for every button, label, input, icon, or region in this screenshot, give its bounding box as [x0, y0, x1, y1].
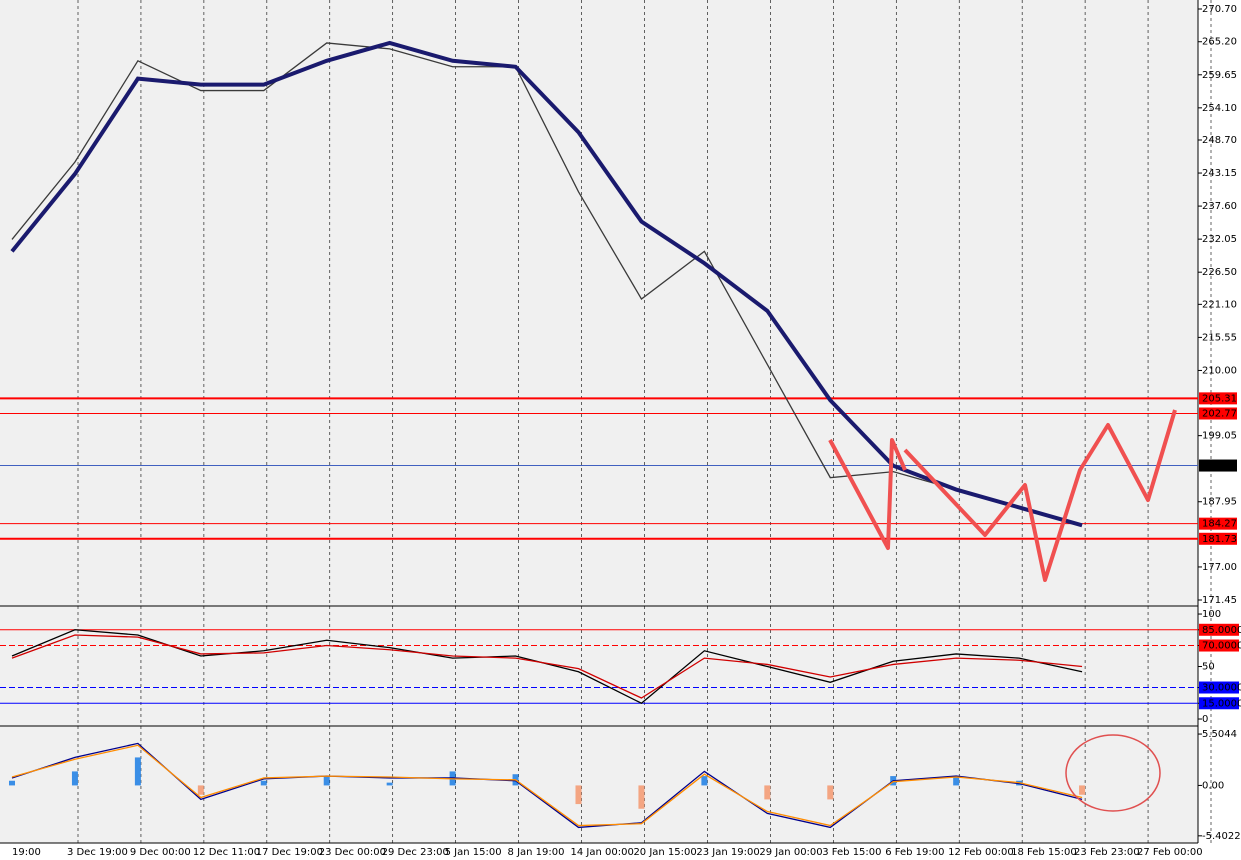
- y-tick-label: 5.5044: [1202, 729, 1237, 740]
- level-label-box: [1199, 407, 1237, 420]
- histogram-bar: [764, 785, 771, 800]
- annotation-arrow: [903, 409, 1177, 582]
- tick-label-box: [1199, 639, 1239, 652]
- annotation-circle: [1065, 734, 1161, 812]
- histogram-bar: [386, 782, 393, 786]
- level-label-box: [1199, 517, 1237, 530]
- y-tick-label: 30.0000: [1202, 683, 1241, 694]
- histogram-bar: [1079, 785, 1086, 795]
- tick-label-box: [1199, 681, 1239, 694]
- y-tick-label: 0.00: [1202, 780, 1224, 791]
- series-line: [11, 744, 1083, 827]
- x-tick-label: 9 Dec 00:00: [130, 847, 191, 858]
- level-label: 194.03: [1202, 461, 1237, 472]
- x-tick-label: 6 Feb 19:00: [885, 847, 944, 858]
- x-tick-label: 17 Dec 19:00: [256, 847, 323, 858]
- histogram-bar: [134, 757, 141, 786]
- x-tick-label: 14 Jan 00:00: [571, 847, 634, 858]
- histogram-bar: [953, 776, 960, 786]
- y-tick-label: 237.60: [1202, 201, 1237, 212]
- level-label-box: [1199, 459, 1237, 472]
- x-tick-label: 23 Dec 00:00: [319, 847, 386, 858]
- histogram-bar: [323, 776, 330, 786]
- y-tick-label: 221.10: [1202, 299, 1237, 310]
- y-tick-label: 70.0000: [1202, 641, 1241, 652]
- level-label-box: [1199, 392, 1237, 405]
- y-tick-label: 265.20: [1202, 37, 1237, 48]
- y-tick-label: 232.05: [1202, 234, 1237, 245]
- histogram-bar: [197, 785, 204, 795]
- y-tick-label: 226.50: [1202, 267, 1237, 278]
- histogram-bar: [701, 776, 708, 786]
- x-tick-label: 5 Jan 15:00: [445, 847, 502, 858]
- tick-label-box: [1199, 697, 1239, 710]
- x-tick-label: 29 Dec 23:00: [382, 847, 449, 858]
- x-tick-label: 29 Jan 00:00: [759, 847, 822, 858]
- x-tick-label: 19:00: [12, 847, 41, 858]
- y-tick-label: 254.10: [1202, 103, 1237, 114]
- histogram-bar: [260, 780, 267, 786]
- level-label: 181.73: [1202, 534, 1237, 545]
- tick-label-box: [1199, 623, 1239, 636]
- y-tick-label: 15.0000: [1202, 698, 1241, 709]
- y-tick-label: 248.70: [1202, 135, 1237, 146]
- level-label-box: [1199, 532, 1237, 545]
- y-tick-label: 199.05: [1202, 431, 1237, 442]
- histogram-bar: [71, 771, 78, 786]
- y-tick-label: 270.70: [1202, 4, 1237, 15]
- y-tick-label: 210.00: [1202, 365, 1237, 376]
- histogram-bar: [575, 785, 582, 805]
- annotations: [828, 409, 1177, 812]
- x-tick-label: 12 Dec 11:00: [193, 847, 260, 858]
- histogram-bar: [638, 785, 645, 809]
- level-label: 205.31: [1202, 393, 1237, 404]
- level-label: 202.77: [1202, 408, 1237, 419]
- y-tick-label: 0: [1202, 714, 1208, 725]
- series-line: [11, 742, 1083, 829]
- series-line: [11, 634, 1083, 699]
- y-tick-label: 50: [1202, 662, 1215, 673]
- x-tick-label: 18 Feb 15:00: [1011, 847, 1077, 858]
- y-tick-label: 243.15: [1202, 168, 1237, 179]
- annotation-arrow: [828, 438, 907, 550]
- y-tick-label: 215.55: [1202, 332, 1237, 343]
- y-tick-label: 85.0000: [1202, 625, 1241, 636]
- y-tick-label: -5.4022: [1202, 831, 1241, 842]
- x-tick-label: 3 Feb 15:00: [822, 847, 881, 858]
- x-tick-label: 23 Feb 23:00: [1074, 847, 1140, 858]
- x-tick-label: 27 Feb 00:00: [1137, 847, 1203, 858]
- y-tick-label: 171.45: [1202, 595, 1237, 606]
- x-tick-label: 12 Feb 00:00: [948, 847, 1014, 858]
- histogram-bar: [827, 785, 834, 800]
- x-tick-label: 20 Jan 15:00: [633, 847, 696, 858]
- y-tick-label: 177.00: [1202, 562, 1237, 573]
- histogram-bar: [9, 780, 15, 786]
- level-label: 184.27: [1202, 519, 1237, 530]
- y-tick-label: 259.65: [1202, 70, 1237, 81]
- plot-background: [0, 0, 1198, 843]
- y-tick-label: 187.95: [1202, 497, 1237, 508]
- y-tick-label: 100: [1202, 609, 1221, 620]
- x-tick-label: 8 Jan 19:00: [508, 847, 565, 858]
- x-tick-label: 23 Jan 19:00: [696, 847, 759, 858]
- x-tick-label: 3 Dec 19:00: [67, 847, 128, 858]
